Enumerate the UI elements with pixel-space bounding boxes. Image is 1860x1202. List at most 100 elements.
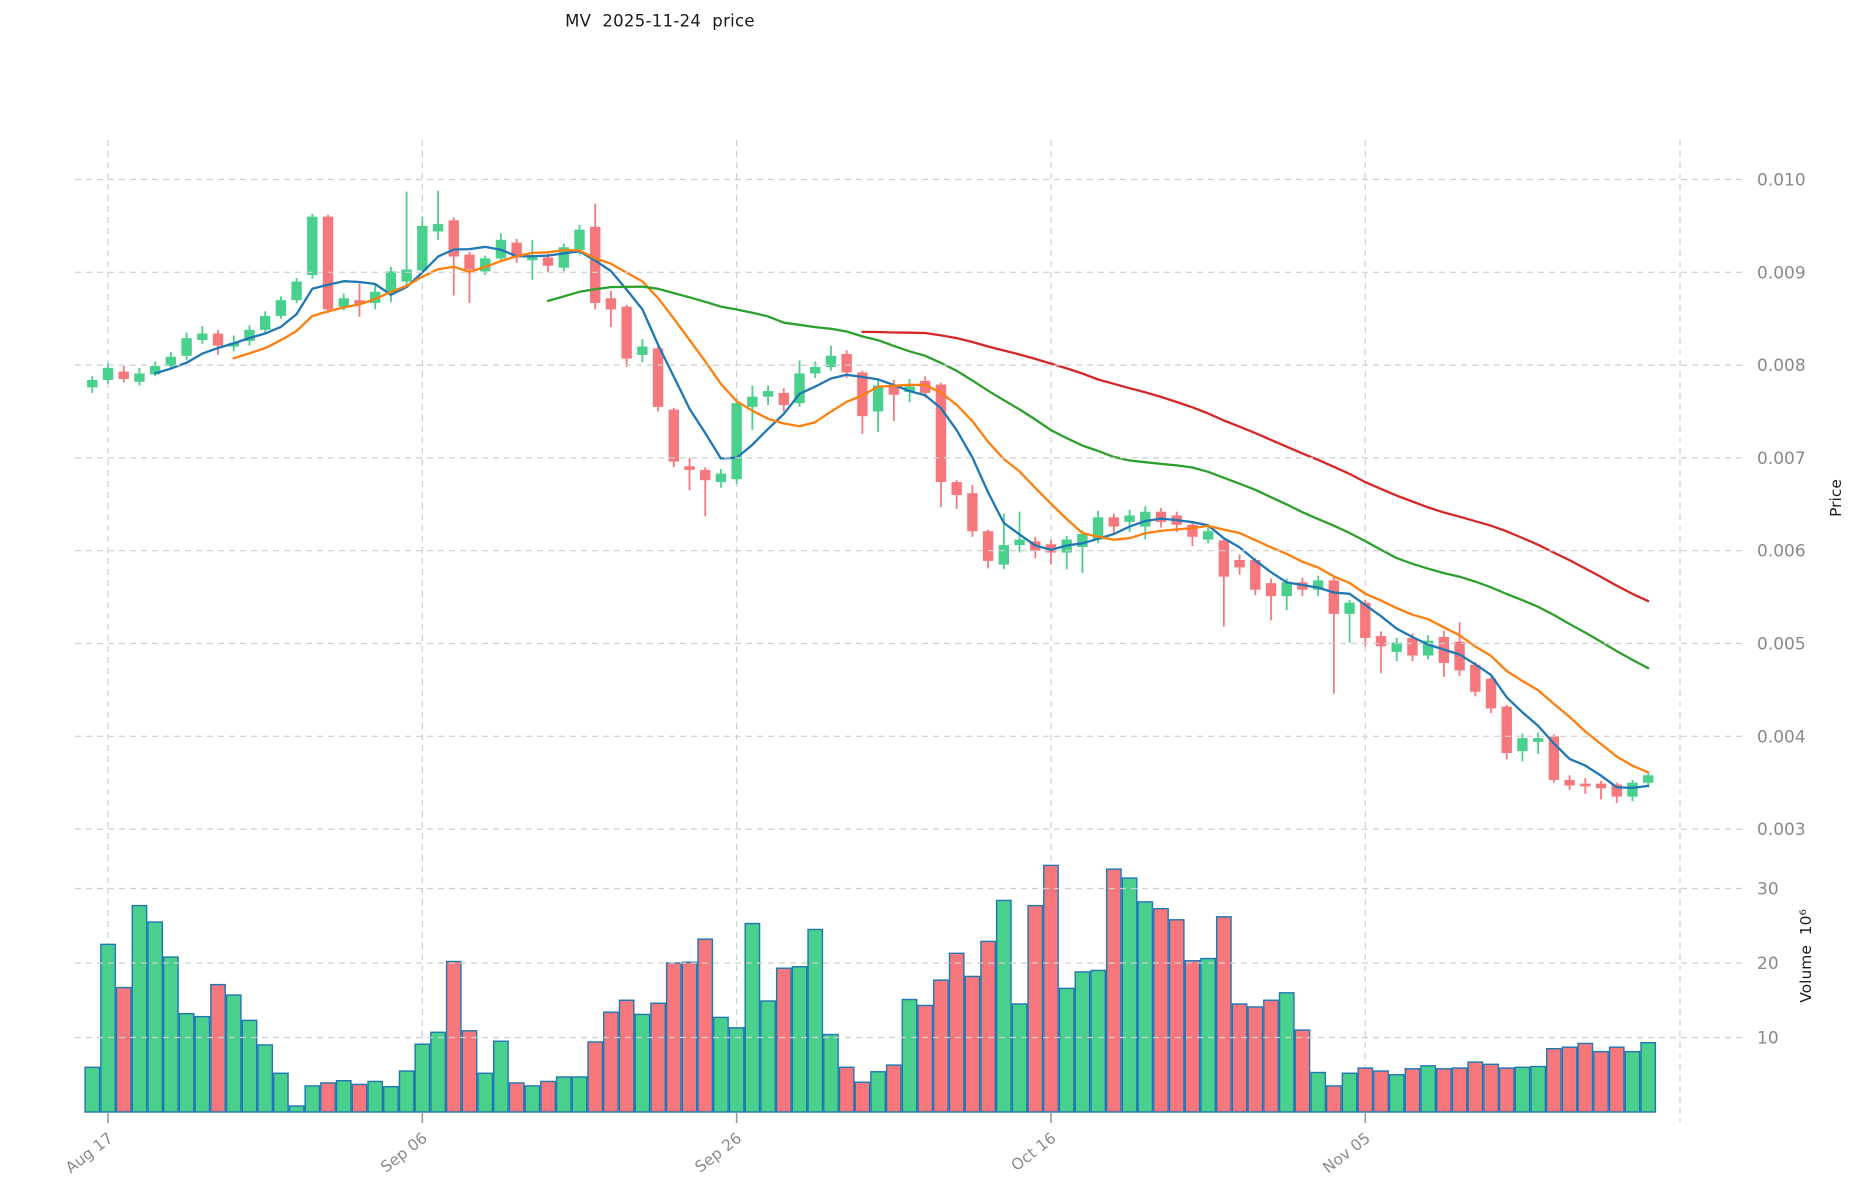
candle-body: [1595, 783, 1607, 789]
volume-bar: [1215, 916, 1232, 1113]
volume-bar: [1231, 1003, 1248, 1113]
candle-body: [417, 225, 428, 271]
volume-bar: [1577, 1042, 1594, 1113]
candle-body: [1250, 559, 1261, 590]
volume-bar: [288, 1105, 305, 1113]
candle-body: [212, 333, 224, 346]
volume-bar: [618, 999, 635, 1113]
candle-body: [181, 338, 192, 356]
candle-body: [1391, 642, 1402, 652]
volume-bar: [131, 904, 148, 1113]
volume-bar: [414, 1043, 431, 1113]
candles-layer: [87, 190, 1654, 804]
candle-body: [1265, 583, 1277, 597]
candle-body: [385, 271, 397, 293]
candle-body: [291, 281, 302, 301]
candle-body: [1375, 636, 1387, 647]
volume-bars-layer: [84, 864, 1657, 1113]
moving-averages-layer: [154, 245, 1650, 790]
candle-body: [621, 306, 632, 359]
x-tick-label: Oct 16: [1008, 1129, 1060, 1175]
volume-bar: [1263, 999, 1279, 1113]
volume-bar: [901, 998, 918, 1113]
volume-bar: [1310, 1071, 1327, 1113]
candle-body: [700, 469, 711, 481]
sma5-line: [154, 245, 1650, 790]
candle-body: [841, 353, 852, 373]
volume-bar: [1153, 907, 1169, 1113]
candle-body: [731, 403, 742, 480]
volume-bar: [1341, 1072, 1358, 1113]
candle-body: [1045, 544, 1057, 553]
candle-body: [1155, 511, 1167, 522]
volume-bar: [791, 966, 808, 1113]
volume-axis-label: Volume 10⁶: [1797, 909, 1815, 1003]
candle-body: [1642, 775, 1654, 783]
volume-bar: [210, 983, 226, 1113]
volume-bar: [1530, 1065, 1547, 1113]
volume-bar: [587, 1041, 604, 1113]
volume-bar: [933, 979, 949, 1113]
volume-bar: [1325, 1085, 1342, 1113]
candle-body: [574, 229, 585, 251]
volume-bar: [1388, 1074, 1405, 1113]
candle-body: [354, 300, 365, 304]
candle-body: [1077, 533, 1088, 547]
sma10-line: [232, 248, 1650, 774]
volume-bar: [320, 1082, 336, 1113]
volume-bar: [508, 1082, 525, 1113]
candle-body: [307, 216, 318, 276]
volume-bar: [1498, 1067, 1515, 1113]
volume-bar: [1074, 971, 1091, 1113]
sma30-line: [546, 285, 1650, 670]
candle-body: [684, 466, 695, 470]
volume-bar: [445, 960, 462, 1113]
volume-bar: [1058, 987, 1075, 1113]
volume-bar: [1184, 960, 1201, 1113]
candle-body: [259, 315, 271, 330]
volume-bar: [272, 1072, 289, 1113]
candle-body: [558, 247, 569, 268]
volume-bar: [351, 1083, 368, 1113]
volume-bar: [383, 1085, 399, 1113]
volume-bar: [178, 1012, 195, 1113]
volume-bar: [1608, 1046, 1625, 1113]
candle-body: [1092, 517, 1104, 540]
candle-body: [149, 366, 161, 375]
candle-body: [951, 482, 962, 496]
candle-body: [134, 373, 145, 382]
candle-body: [998, 545, 1010, 565]
volume-bar: [1451, 1067, 1468, 1113]
candle-body: [338, 298, 349, 307]
volume-bar: [540, 1080, 556, 1113]
candle-body: [1422, 640, 1434, 656]
volume-bar: [1027, 904, 1044, 1113]
volume-bar: [257, 1044, 274, 1113]
volume-bar: [1043, 864, 1059, 1113]
volume-bar: [493, 1040, 509, 1113]
volume-bar: [1514, 1066, 1531, 1113]
candle-body: [1611, 784, 1622, 797]
candle-body: [228, 342, 239, 347]
volume-bar: [1137, 901, 1154, 1113]
volume-bar: [650, 1002, 666, 1113]
volume-bar: [728, 1027, 745, 1113]
volume-bar: [964, 975, 981, 1113]
volume-bar: [1435, 1068, 1452, 1113]
sma50-line: [861, 330, 1650, 603]
candle-body: [432, 224, 444, 232]
candle-body: [920, 380, 931, 393]
candle-body: [1281, 582, 1292, 597]
candle-body: [1580, 783, 1591, 787]
candle-body: [605, 298, 617, 310]
price-tick-label: 0.005: [1757, 635, 1806, 655]
volume-bar: [917, 1004, 934, 1113]
candle-body: [527, 257, 538, 261]
volume-bar: [760, 1000, 776, 1113]
candle-body: [1532, 738, 1544, 742]
candle-body: [1485, 678, 1497, 709]
candle-body: [935, 384, 947, 483]
price-tick-label: 0.006: [1757, 542, 1806, 562]
volume-bar: [634, 1013, 651, 1113]
candle-body: [244, 329, 255, 341]
